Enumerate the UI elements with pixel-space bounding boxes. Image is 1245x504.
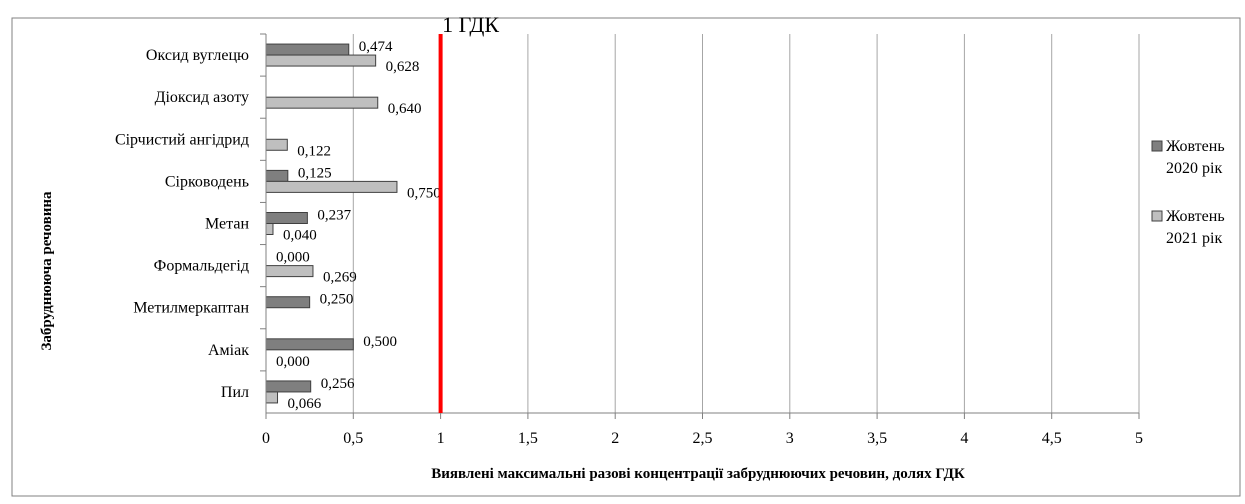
bars-layer bbox=[265, 43, 398, 404]
data-label: 0,256 bbox=[321, 376, 355, 392]
y-category-label: Сірчистий ангідрид bbox=[115, 131, 249, 148]
data-label: 0,640 bbox=[388, 101, 422, 117]
bar bbox=[265, 43, 350, 56]
data-label: 0,269 bbox=[323, 270, 357, 286]
y-category-label: Діоксид азоту bbox=[155, 89, 249, 106]
x-tick-label: 1 bbox=[437, 430, 445, 447]
legend: Жовтень 2020 рік Жовтень 2021 рік bbox=[1151, 138, 1225, 247]
bar bbox=[265, 296, 311, 309]
bar bbox=[265, 223, 274, 235]
x-tick-label: 5 bbox=[1135, 430, 1143, 447]
y-category-label: Метилмеркаптан bbox=[133, 300, 249, 317]
legend-swatch bbox=[1151, 140, 1163, 152]
bar bbox=[265, 96, 379, 109]
x-tick-label: 2,5 bbox=[693, 430, 713, 447]
legend-label: Жовтень bbox=[1166, 208, 1225, 225]
data-label: 0,066 bbox=[288, 396, 322, 412]
legend-label: Жовтень bbox=[1166, 138, 1225, 155]
x-tick-label: 2 bbox=[611, 430, 619, 447]
chart-border bbox=[11, 17, 1241, 497]
bar bbox=[265, 169, 289, 182]
y-category-label: Сірководень bbox=[165, 173, 249, 190]
data-label: 0,628 bbox=[386, 59, 420, 75]
labels-layer: 0,256 0,066 0,500 0,000 0,250 0,000 0,269 0,237… bbox=[276, 39, 441, 412]
bar bbox=[265, 54, 377, 67]
data-label: 0,237 bbox=[317, 208, 351, 224]
reference-line-label: 1 ГДК bbox=[442, 12, 499, 37]
data-label: 0,250 bbox=[320, 292, 354, 308]
data-label: 0,122 bbox=[297, 143, 331, 159]
axis-layer: 0 0,5 1 1,5 2 2,5 3 3,5 4 4,5 5 Пил Аміак Метилмеркап… bbox=[115, 33, 1143, 447]
y-axis-title: Забруднююча речовина bbox=[39, 191, 55, 351]
bar bbox=[265, 338, 354, 351]
legend-label: 2021 рік bbox=[1166, 230, 1222, 247]
x-tick-label: 3,5 bbox=[867, 430, 887, 447]
bar bbox=[265, 391, 279, 404]
bar bbox=[265, 212, 308, 224]
x-tick-label: 4 bbox=[960, 430, 968, 447]
data-label: 0,000 bbox=[276, 354, 310, 370]
x-tick-label: 1,5 bbox=[518, 430, 538, 447]
y-category-label: Пил bbox=[221, 384, 249, 401]
x-tick-label: 3 bbox=[786, 430, 794, 447]
data-label: 0,000 bbox=[276, 250, 310, 266]
y-category-label: Формальдегід bbox=[154, 258, 249, 275]
bar bbox=[265, 180, 398, 193]
data-label: 0,500 bbox=[363, 334, 397, 350]
x-tick-label: 0 bbox=[262, 430, 270, 447]
legend-swatch bbox=[1151, 210, 1163, 222]
x-tick-label: 4,5 bbox=[1042, 430, 1062, 447]
y-category-label: Оксид вуглецю bbox=[146, 47, 249, 64]
y-category-label: Метан bbox=[205, 216, 249, 233]
reference-line-layer: 1 ГДК bbox=[438, 12, 499, 413]
y-category-label: Аміак bbox=[208, 342, 249, 359]
data-label: 0,750 bbox=[407, 185, 441, 201]
data-label: 0,125 bbox=[298, 165, 332, 181]
data-label: 0,474 bbox=[359, 39, 393, 55]
bar bbox=[265, 138, 288, 151]
x-axis-title: Виявлені максимальні разові концентрації… bbox=[431, 466, 965, 482]
bar bbox=[265, 265, 314, 278]
legend-label: 2020 рік bbox=[1166, 160, 1222, 177]
data-label: 0,040 bbox=[283, 228, 317, 244]
x-tick-label: 0,5 bbox=[343, 430, 363, 447]
bar bbox=[265, 380, 312, 393]
